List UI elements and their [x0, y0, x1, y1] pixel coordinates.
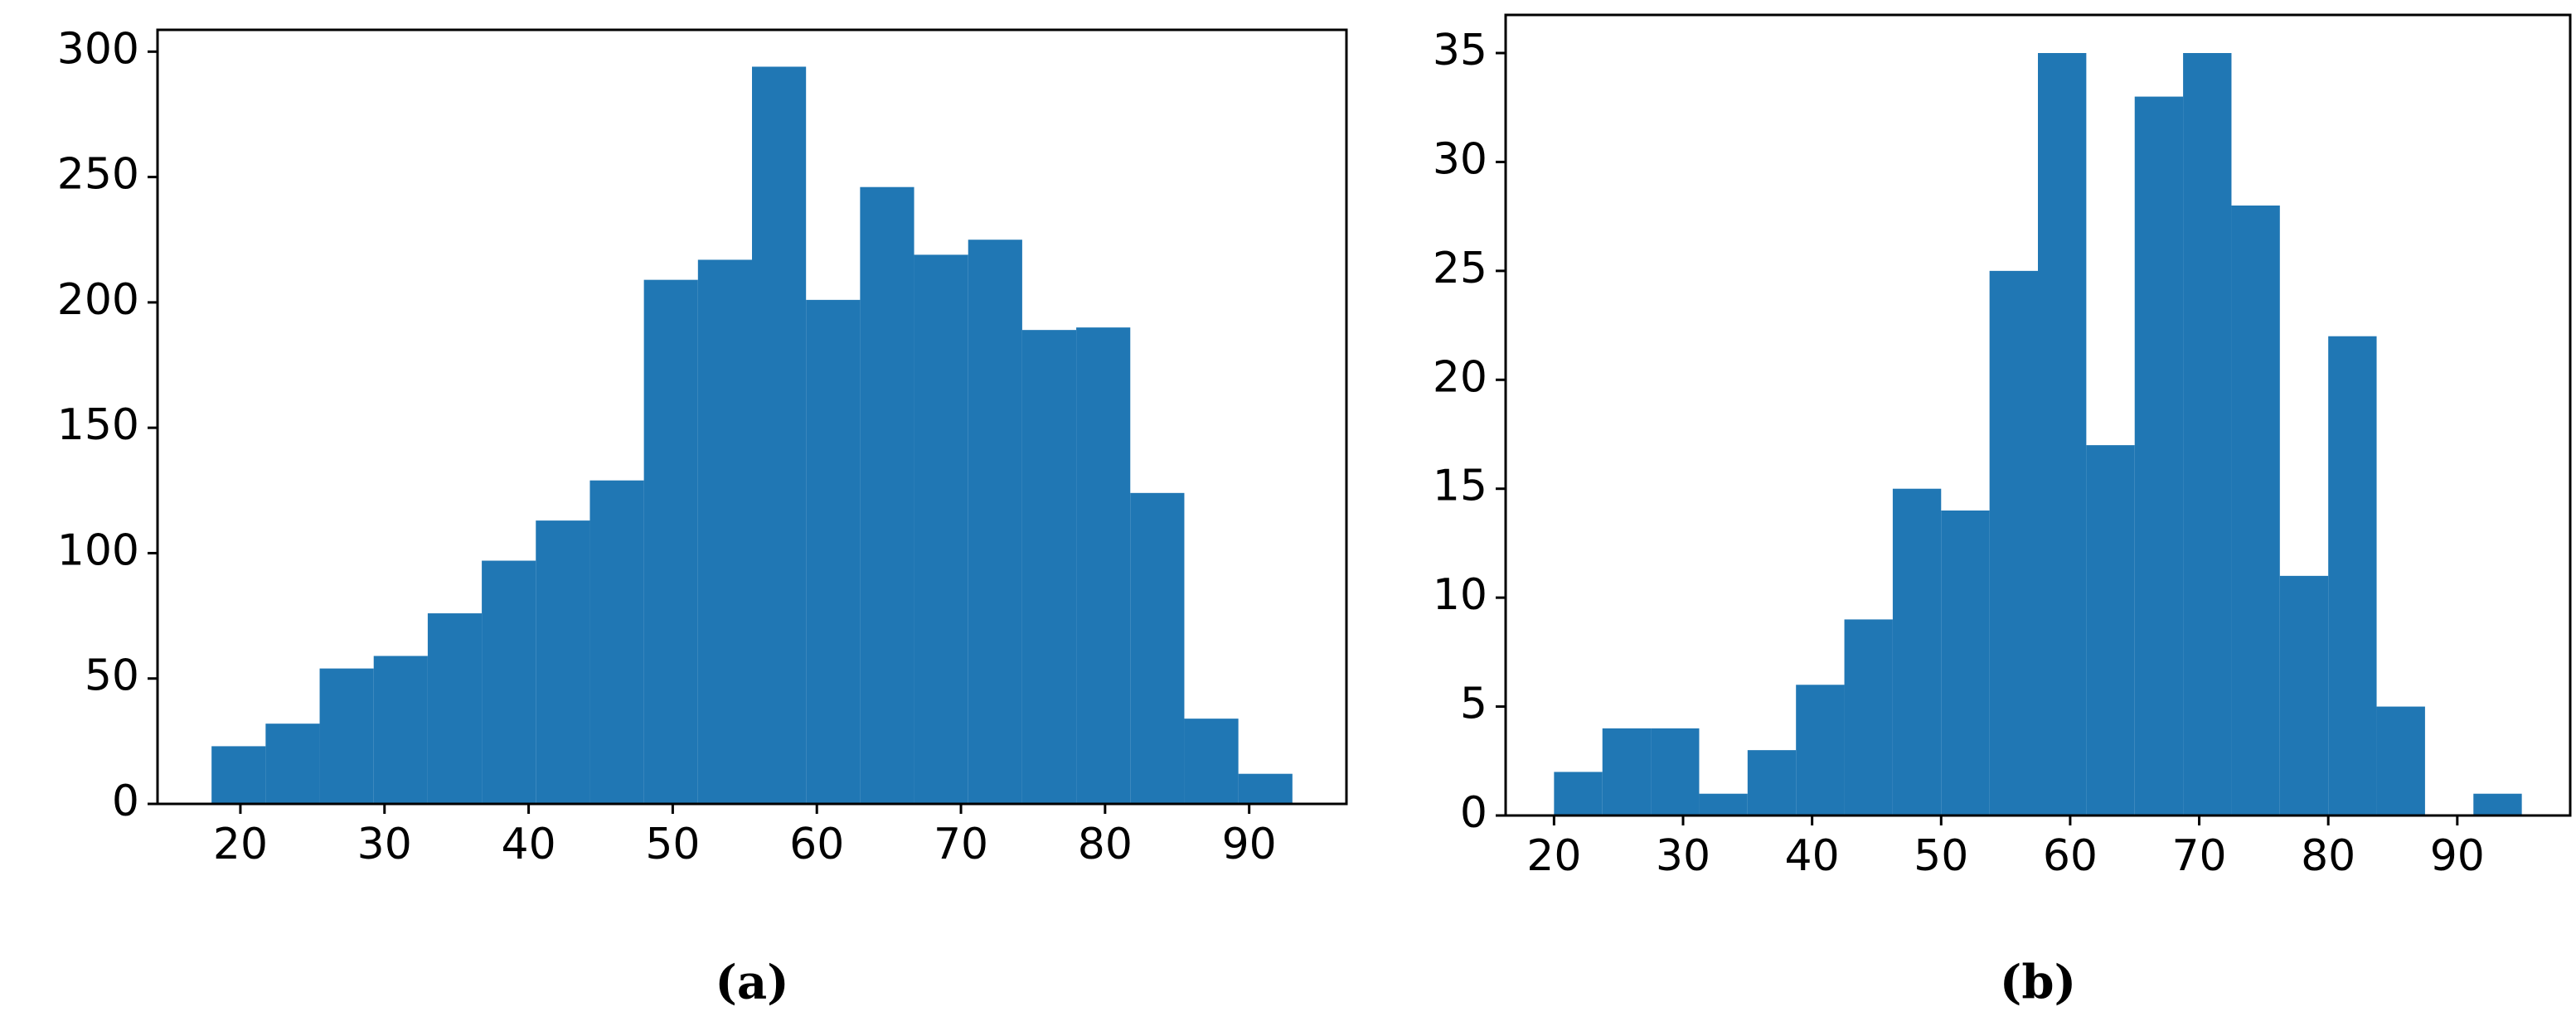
x-tick-label: 20: [213, 820, 268, 869]
bar: [968, 240, 1022, 805]
y-tick-label: 35: [1433, 26, 1487, 75]
bar: [1844, 619, 1893, 815]
bar: [265, 724, 320, 804]
x-tick-label: 80: [2301, 831, 2355, 881]
x-tick-label: 40: [501, 820, 555, 869]
axes-frame: [1504, 13, 2572, 817]
y-tick-label: 15: [1433, 462, 1487, 511]
y-tick-label: 0: [112, 777, 139, 826]
y-tick-label: 10: [1433, 570, 1487, 620]
bar: [1130, 492, 1185, 804]
bar: [2473, 793, 2522, 815]
bar: [752, 66, 807, 804]
bar: [211, 746, 266, 804]
bar: [1238, 773, 1293, 804]
x-tick-label: 20: [1526, 831, 1581, 881]
x-tick-label: 90: [2430, 831, 2485, 881]
bar: [643, 279, 698, 804]
caption: (a): [715, 956, 788, 1010]
bar: [1699, 793, 1748, 815]
bar: [373, 656, 428, 804]
x-tick-label: 80: [1078, 820, 1133, 869]
bar: [2183, 53, 2232, 815]
bar: [1941, 511, 1990, 815]
bar: [427, 613, 483, 804]
y-tick-label: 30: [1433, 134, 1487, 184]
bar: [1892, 488, 1942, 815]
x-tick-label: 90: [1222, 820, 1277, 869]
bar: [1602, 728, 1652, 815]
x-tick-label: 30: [357, 820, 412, 869]
y-tick-label: 5: [1460, 680, 1487, 729]
bar: [2134, 96, 2184, 816]
y-tick-label: 200: [57, 275, 139, 325]
bar: [2038, 53, 2087, 815]
x-tick-label: 70: [2171, 831, 2226, 881]
x-tick-label: 40: [1785, 831, 1840, 881]
x-tick-label: 30: [1656, 831, 1710, 881]
bar: [482, 560, 536, 804]
caption: (b): [2000, 956, 2076, 1010]
y-tick-label: 250: [57, 150, 139, 200]
x-tick-label: 60: [789, 820, 844, 869]
bar: [2231, 206, 2280, 815]
bar: [1747, 750, 1797, 815]
axes-frame: [156, 28, 1348, 806]
y-tick-label: 0: [1460, 788, 1487, 838]
bar: [536, 520, 590, 804]
bar: [1796, 685, 1845, 815]
bar: [1076, 327, 1131, 804]
y-tick-label: 50: [85, 651, 139, 701]
x-tick-label: 50: [645, 820, 700, 869]
bar: [2086, 445, 2135, 815]
y-tick-label: 300: [57, 24, 139, 74]
bar: [2376, 706, 2425, 815]
bar: [914, 254, 968, 805]
bar: [1021, 330, 1077, 804]
bar: [589, 480, 644, 804]
y-tick-label: 20: [1433, 352, 1487, 402]
bar: [860, 186, 914, 804]
x-tick-label: 70: [934, 820, 988, 869]
bar: [697, 259, 752, 804]
bar: [2328, 336, 2377, 815]
bar: [806, 299, 861, 804]
y-tick-label: 25: [1433, 244, 1487, 293]
bar: [1989, 270, 2038, 815]
y-tick-label: 150: [57, 400, 139, 450]
y-tick-label: 100: [57, 525, 139, 575]
bar: [1554, 772, 1603, 815]
bar: [2279, 575, 2329, 815]
bar: [319, 668, 374, 804]
bar: [1184, 719, 1239, 804]
x-tick-label: 60: [2043, 831, 2098, 881]
x-tick-label: 50: [1914, 831, 1968, 881]
bar: [1651, 728, 1700, 815]
